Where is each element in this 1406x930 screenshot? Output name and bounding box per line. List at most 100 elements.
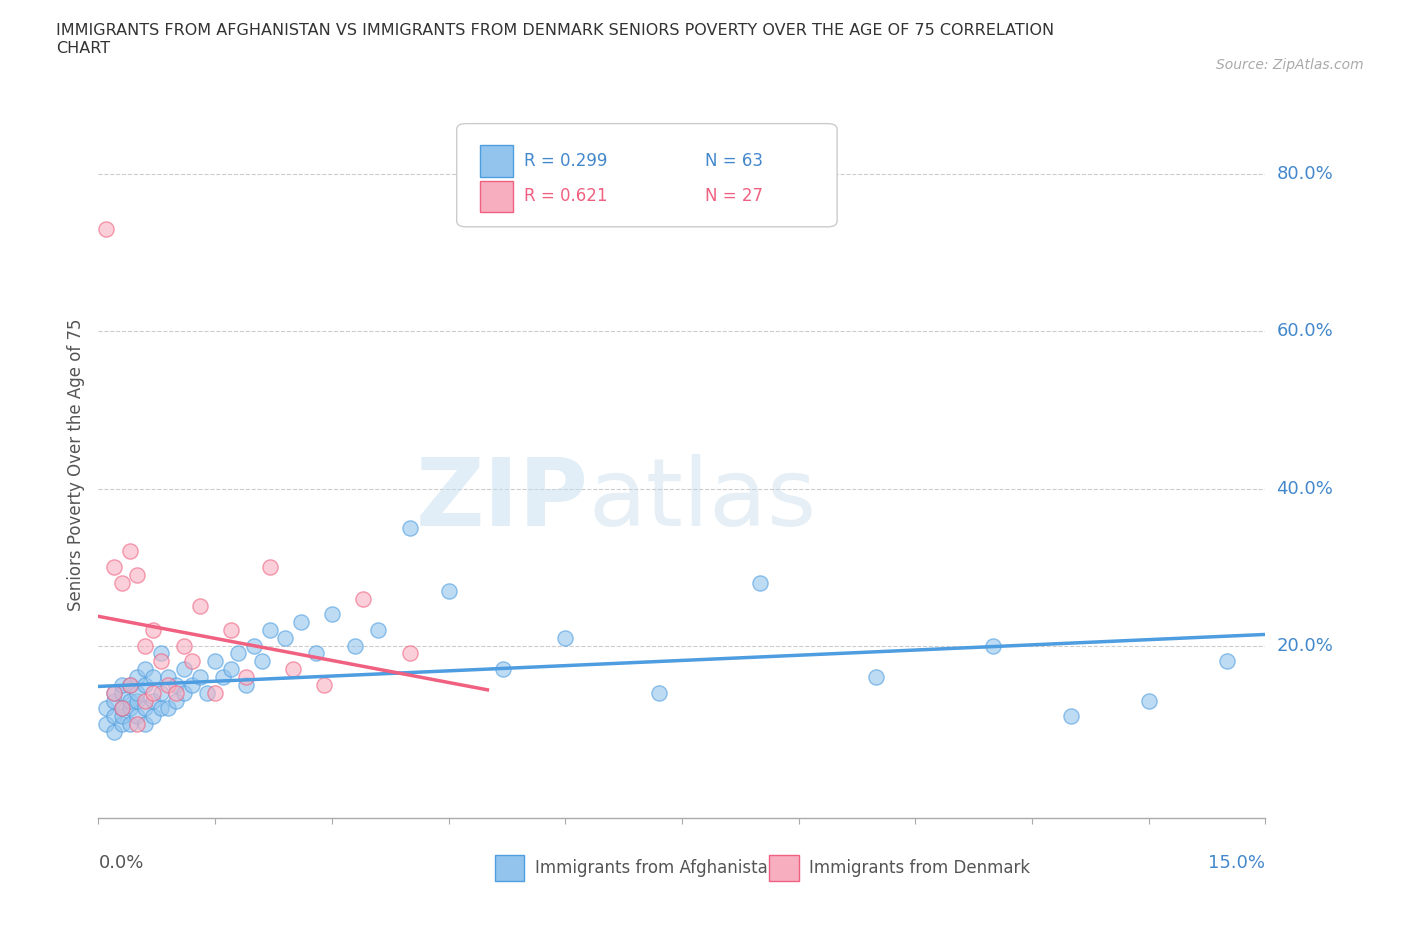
Text: 0.0%: 0.0%: [98, 854, 143, 871]
Point: [149, 654, 172, 669]
Point: [321, 606, 343, 621]
Point: [1137, 693, 1160, 708]
Point: [492, 662, 515, 677]
Point: [188, 670, 211, 684]
Point: [127, 693, 149, 708]
FancyBboxPatch shape: [457, 124, 837, 227]
Point: [180, 677, 202, 692]
Point: [149, 646, 172, 661]
Point: [195, 685, 218, 700]
Text: 60.0%: 60.0%: [1277, 323, 1333, 340]
Point: [103, 693, 125, 708]
Point: [111, 701, 134, 716]
Point: [127, 670, 149, 684]
Point: [103, 560, 125, 575]
Text: Immigrants from Afghanistan: Immigrants from Afghanistan: [534, 859, 778, 877]
Point: [134, 693, 156, 708]
Point: [134, 677, 156, 692]
Point: [981, 638, 1004, 653]
Y-axis label: Seniors Poverty Over the Age of 75: Seniors Poverty Over the Age of 75: [66, 319, 84, 611]
Point: [111, 717, 134, 732]
Point: [111, 677, 134, 692]
Point: [142, 670, 165, 684]
Point: [118, 693, 141, 708]
Bar: [479, 145, 513, 177]
Point: [554, 631, 576, 645]
Point: [1060, 709, 1083, 724]
Point: [173, 638, 195, 653]
Point: [118, 677, 141, 692]
Point: [180, 654, 202, 669]
Point: [111, 685, 134, 700]
Point: [157, 677, 180, 692]
Point: [127, 717, 149, 732]
Point: [204, 654, 226, 669]
Bar: [479, 180, 513, 212]
Point: [134, 662, 156, 677]
Point: [118, 544, 141, 559]
Bar: [495, 856, 524, 881]
Point: [305, 646, 328, 661]
Point: [165, 693, 187, 708]
Text: N = 63: N = 63: [706, 153, 763, 170]
Point: [111, 709, 134, 724]
Point: [344, 638, 367, 653]
Point: [398, 646, 420, 661]
Point: [157, 701, 180, 716]
Bar: [769, 856, 799, 881]
Text: atlas: atlas: [589, 455, 817, 546]
Point: [165, 685, 187, 700]
Point: [142, 622, 165, 637]
Point: [290, 615, 312, 630]
Point: [127, 709, 149, 724]
Point: [235, 670, 257, 684]
Point: [96, 222, 118, 237]
Point: [134, 717, 156, 732]
Point: [173, 662, 195, 677]
Point: [96, 701, 118, 716]
Point: [149, 685, 172, 700]
Point: [127, 685, 149, 700]
Point: [173, 685, 195, 700]
Point: [103, 685, 125, 700]
Point: [157, 670, 180, 684]
Text: Source: ZipAtlas.com: Source: ZipAtlas.com: [1216, 58, 1364, 72]
Point: [1215, 654, 1237, 669]
Point: [134, 701, 156, 716]
Text: ZIP: ZIP: [416, 455, 589, 546]
Point: [142, 685, 165, 700]
Point: [259, 622, 281, 637]
Point: [118, 717, 141, 732]
Point: [149, 701, 172, 716]
Point: [127, 567, 149, 582]
Point: [165, 677, 187, 692]
Point: [274, 631, 297, 645]
Text: R = 0.621: R = 0.621: [524, 188, 607, 206]
Point: [103, 709, 125, 724]
Text: Immigrants from Denmark: Immigrants from Denmark: [808, 859, 1031, 877]
Point: [219, 622, 242, 637]
Point: [352, 591, 374, 606]
Point: [243, 638, 266, 653]
Point: [219, 662, 242, 677]
Point: [212, 670, 235, 684]
Point: [118, 677, 141, 692]
Point: [259, 560, 281, 575]
Point: [96, 717, 118, 732]
Text: IMMIGRANTS FROM AFGHANISTAN VS IMMIGRANTS FROM DENMARK SENIORS POVERTY OVER THE : IMMIGRANTS FROM AFGHANISTAN VS IMMIGRANT…: [56, 23, 1054, 56]
Point: [281, 662, 304, 677]
Text: R = 0.299: R = 0.299: [524, 153, 607, 170]
Point: [398, 521, 420, 536]
Point: [103, 724, 125, 739]
Text: N = 27: N = 27: [706, 188, 763, 206]
Point: [142, 693, 165, 708]
Point: [111, 701, 134, 716]
Point: [204, 685, 226, 700]
Point: [312, 677, 335, 692]
Point: [647, 685, 669, 700]
Point: [437, 583, 460, 598]
Point: [367, 622, 389, 637]
Text: 40.0%: 40.0%: [1277, 480, 1333, 498]
Point: [142, 709, 165, 724]
Point: [111, 576, 134, 591]
